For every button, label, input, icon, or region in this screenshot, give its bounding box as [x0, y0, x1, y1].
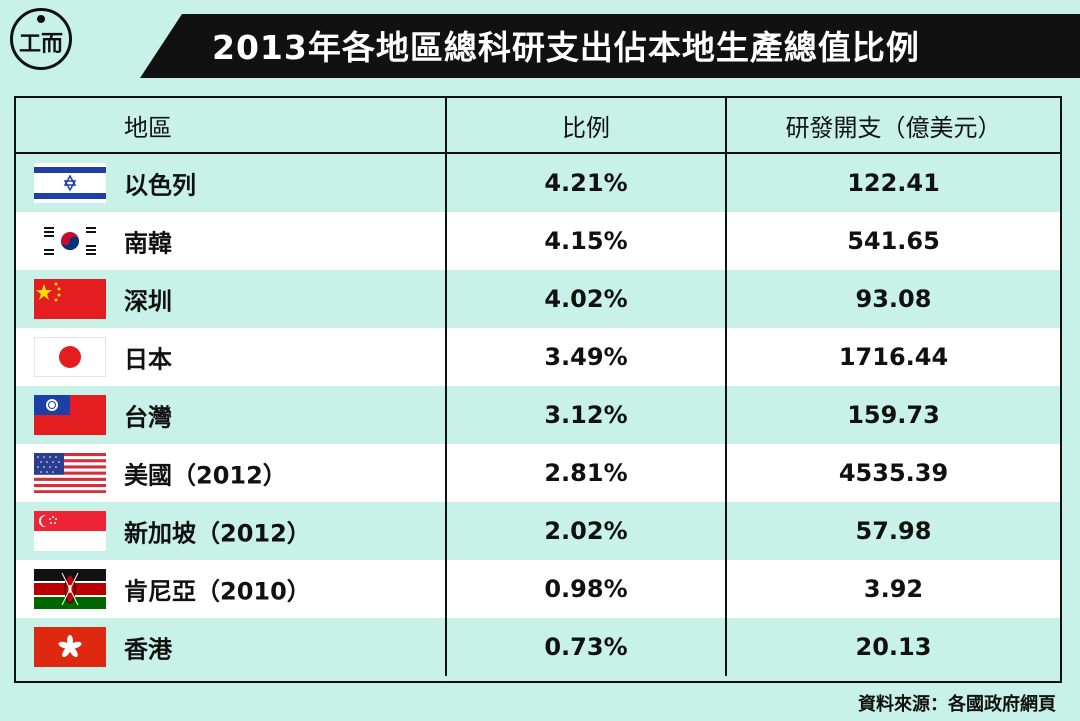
logo-mark: 工而	[18, 32, 63, 57]
region-cell: 香港	[16, 618, 445, 676]
table-row: 台灣 3.12% 159.73	[16, 386, 1060, 444]
table-row: 肯尼亞（2010） 0.98% 3.92	[16, 560, 1060, 618]
spending-value: 1716.44	[838, 343, 949, 371]
source-note: 資料來源：各國政府網頁	[858, 694, 1056, 715]
region-label: 新加坡（2012）	[124, 519, 311, 548]
ratio-cell: 4.21%	[445, 154, 725, 212]
header-region: 地區	[16, 98, 445, 152]
logo-dot	[37, 15, 45, 23]
region-cell: 肯尼亞（2010）	[16, 560, 445, 618]
table-row: 香港 0.73% 20.13	[16, 618, 1060, 676]
region-cell: 台灣	[16, 386, 445, 444]
data-table: 地區 比例 研發開支（億美元） 以色列 4.21% 122.41 南韓 4.15% 541…	[14, 96, 1062, 683]
header-region-label: 地區	[124, 113, 172, 142]
region-label: 香港	[124, 635, 172, 664]
spending-value: 20.13	[855, 633, 932, 661]
taiwan-flag-icon	[34, 395, 106, 435]
ratio-value: 0.73%	[544, 633, 628, 661]
ratio-cell: 3.49%	[445, 328, 725, 386]
region-label: 台灣	[124, 403, 172, 432]
spending-cell: 159.73	[725, 386, 1060, 444]
table-row: 新加坡（2012） 2.02% 57.98	[16, 502, 1060, 560]
spending-cell: 122.41	[725, 154, 1060, 212]
spending-cell: 541.65	[725, 212, 1060, 270]
spending-cell: 93.08	[725, 270, 1060, 328]
ratio-cell: 4.02%	[445, 270, 725, 328]
spending-cell: 1716.44	[725, 328, 1060, 386]
spending-cell: 57.98	[725, 502, 1060, 560]
table-row: 深圳 4.02% 93.08	[16, 270, 1060, 328]
region-label: 日本	[124, 345, 172, 374]
spending-cell: 3.92	[725, 560, 1060, 618]
spending-value: 93.08	[855, 285, 932, 313]
spending-cell: 4535.39	[725, 444, 1060, 502]
ratio-cell: 3.12%	[445, 386, 725, 444]
region-label: 美國（2012）	[124, 461, 287, 490]
table-row: 日本 3.49% 1716.44	[16, 328, 1060, 386]
header-spending-label: 研發開支（億美元）	[785, 113, 1002, 142]
region-label: 肯尼亞（2010）	[124, 577, 311, 606]
spending-value: 159.73	[847, 401, 940, 429]
region-label: 南韓	[124, 229, 172, 258]
header-ratio: 比例	[445, 98, 725, 152]
ratio-value: 4.02%	[544, 285, 628, 313]
region-cell: 以色列	[16, 154, 445, 212]
china-flag-icon	[34, 279, 106, 319]
logo: 工而	[10, 8, 72, 70]
table-row: 以色列 4.21% 122.41	[16, 154, 1060, 212]
south-korea-flag-icon	[34, 221, 106, 261]
ratio-cell: 0.73%	[445, 618, 725, 676]
header-ratio-label: 比例	[562, 113, 610, 142]
ratio-cell: 2.81%	[445, 444, 725, 502]
ratio-value: 3.12%	[544, 401, 628, 429]
spending-value: 541.65	[847, 227, 940, 255]
spending-value: 4535.39	[838, 459, 949, 487]
hong-kong-flag-icon	[34, 627, 106, 667]
table-header-row: 地區 比例 研發開支（億美元）	[16, 98, 1060, 154]
header-spending: 研發開支（億美元）	[725, 98, 1060, 152]
spending-value: 57.98	[855, 517, 932, 545]
ratio-value: 2.81%	[544, 459, 628, 487]
israel-flag-icon	[34, 163, 106, 203]
spending-value: 3.92	[863, 575, 924, 603]
region-label: 以色列	[124, 171, 196, 200]
page-title: 2013年各地區總科研支出佔本地生產總值比例	[212, 28, 920, 67]
title-bar	[140, 14, 1080, 78]
ratio-value: 4.21%	[544, 169, 628, 197]
usa-flag-icon	[34, 453, 106, 493]
singapore-flag-icon	[34, 511, 106, 551]
region-cell: 新加坡（2012）	[16, 502, 445, 560]
ratio-value: 0.98%	[544, 575, 628, 603]
spending-cell: 20.13	[725, 618, 1060, 676]
region-label: 深圳	[124, 287, 172, 316]
region-cell: 深圳	[16, 270, 445, 328]
ratio-value: 2.02%	[544, 517, 628, 545]
region-cell: 南韓	[16, 212, 445, 270]
ratio-cell: 4.15%	[445, 212, 725, 270]
region-cell: 美國（2012）	[16, 444, 445, 502]
kenya-flag-icon	[34, 569, 106, 609]
ratio-value: 4.15%	[544, 227, 628, 255]
spending-value: 122.41	[847, 169, 940, 197]
japan-flag-icon	[34, 337, 106, 377]
region-cell: 日本	[16, 328, 445, 386]
ratio-cell: 2.02%	[445, 502, 725, 560]
ratio-value: 3.49%	[544, 343, 628, 371]
ratio-cell: 0.98%	[445, 560, 725, 618]
table-row: 南韓 4.15% 541.65	[16, 212, 1060, 270]
table-row: 美國（2012） 2.81% 4535.39	[16, 444, 1060, 502]
